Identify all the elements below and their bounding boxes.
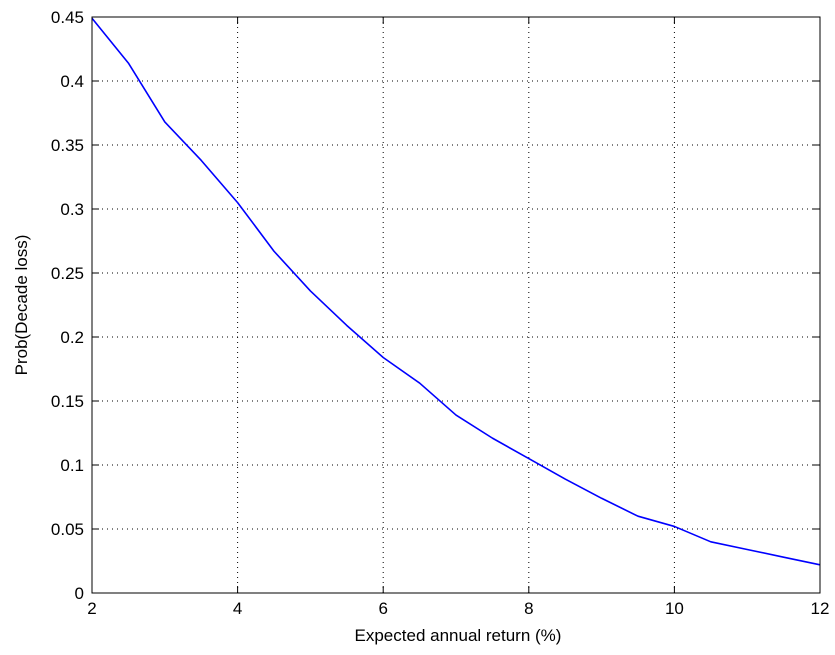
x-tick-label: 6 (378, 599, 387, 618)
y-tick-label: 0.05 (51, 520, 84, 539)
y-tick-label: 0.4 (60, 72, 84, 91)
series-layer (91, 17, 821, 566)
tick-marks (91, 16, 821, 594)
x-tick-label: 2 (87, 599, 96, 618)
x-tick-label: 12 (811, 599, 830, 618)
y-tick-label: 0.45 (51, 8, 84, 27)
x-tick-labels: 2 4 6 8 10 12 (87, 599, 829, 618)
y-tick-label: 0 (75, 584, 84, 603)
y-tick-label: 0.3 (60, 200, 84, 219)
y-tick-label: 0.2 (60, 328, 84, 347)
y-axis-label: Prob(Decade loss) (12, 235, 31, 376)
x-tick-label: 10 (665, 599, 684, 618)
y-tick-labels: 0 0.05 0.1 0.15 0.2 0.25 0.3 0.35 0.4 0.45 (51, 8, 84, 603)
y-tick-label: 0.1 (60, 456, 84, 475)
y-tick-label: 0.15 (51, 392, 84, 411)
y-tick-label: 0.25 (51, 264, 84, 283)
y-tick-label: 0.35 (51, 136, 84, 155)
x-axis-label: Expected annual return (%) (355, 626, 562, 645)
plot-frame (91, 16, 821, 594)
series-line (91, 17, 821, 566)
x-tick-label: 8 (524, 599, 533, 618)
grid (92, 17, 820, 593)
x-tick-label: 4 (233, 599, 242, 618)
